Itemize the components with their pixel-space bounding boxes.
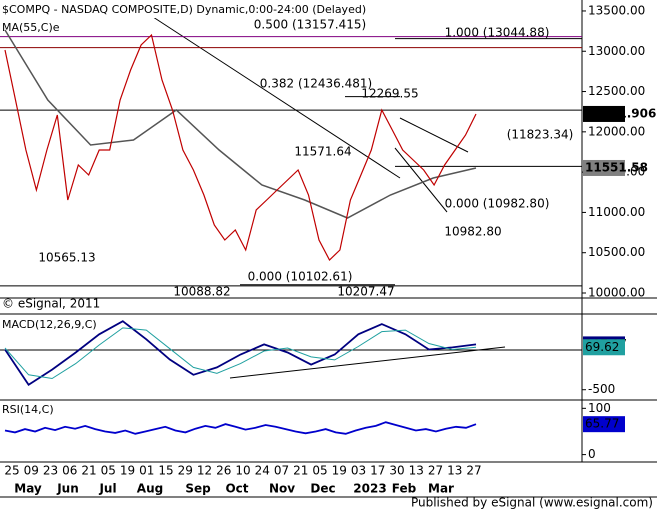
x-tick-label: 26 (216, 464, 231, 478)
month-label: Aug (137, 482, 163, 496)
annotation: 10207.47 (337, 285, 394, 299)
annotation: 0.000 (10982.80) (445, 197, 550, 211)
macd-title: MACD(12,26,9,C) (2, 318, 97, 331)
annotation: 0.500 (13157.415) (254, 18, 366, 32)
y-tick-label: 13500.00 (588, 3, 645, 17)
x-tick-label: 21 (293, 464, 308, 478)
x-tick-label: 05 (101, 464, 116, 478)
x-tick-label: 25 (4, 464, 19, 478)
annotation: 10982.80 (444, 225, 501, 239)
month-label: Dec (310, 482, 335, 496)
trend-line (399, 117, 469, 153)
x-tick-label: 17 (370, 464, 385, 478)
x-tick-label: 01 (139, 464, 154, 478)
y-tick-label: 0 (588, 447, 596, 461)
month-label: May (14, 482, 42, 496)
annotation: 0.000 (10102.61) (248, 270, 353, 284)
price-line (4, 33, 477, 261)
ma-label: MA(55,C)e (2, 21, 60, 34)
month-label: Jun (56, 482, 79, 496)
last-value-label: 69.62 (585, 340, 619, 354)
y-tick-label: 10000.00 (588, 286, 645, 300)
x-tick-label: 27 (428, 464, 443, 478)
macd-trend-line (229, 346, 506, 379)
x-tick-label: 24 (255, 464, 270, 478)
month-label: Oct (225, 482, 248, 496)
x-tick-label: 12 (197, 464, 212, 478)
month-label: Mar (428, 482, 454, 496)
x-tick-label: 27 (466, 464, 481, 478)
annotation: 12269.55 (361, 87, 418, 101)
y-tick-label: 13000.00 (588, 44, 645, 58)
x-tick-label: 13 (409, 464, 424, 478)
annotation: (11823.34) (507, 128, 574, 142)
indicator-line (4, 327, 477, 380)
month-label: Nov (269, 482, 295, 496)
month-label: 2023 (353, 482, 386, 496)
last-value-box (583, 339, 625, 356)
rsi-title: RSI(14,C) (2, 403, 54, 416)
last-value-box (583, 159, 625, 176)
annotation: 11571.64 (294, 145, 351, 159)
last-value-label: 11551.58 (585, 160, 648, 174)
y-tick-label: 12500.00 (588, 84, 645, 98)
annotation: 10088.82 (173, 285, 230, 299)
x-tick-label: 19 (120, 464, 135, 478)
ma-line (4, 29, 477, 219)
x-tick-label: 10 (235, 464, 250, 478)
footer: Published by eSignal (www.esignal.com) (411, 496, 653, 510)
x-tick-label: 06 (62, 464, 77, 478)
chart-title: $COMPQ - NASDAQ COMPOSITE,D) Dynamic,0:0… (2, 3, 366, 16)
trend-line (394, 147, 448, 213)
annotation: 0.382 (12436.481) (260, 77, 372, 91)
title-background (0, 0, 320, 18)
x-tick-label: 19 (332, 464, 347, 478)
y-tick-label: 100 (588, 401, 611, 415)
x-tick-label: 05 (312, 464, 327, 478)
indicator-line (4, 421, 477, 435)
x-tick-label: 09 (24, 464, 39, 478)
last-value-box (583, 416, 625, 433)
watermark: © eSignal, 2011 (2, 297, 100, 311)
annotation: 10565.13 (38, 251, 95, 265)
last-value-label: 65.77 (585, 417, 619, 431)
x-tick-label: 13 (447, 464, 462, 478)
month-label: Jul (98, 482, 116, 496)
annotation: 1.000 (13044.88) (445, 26, 550, 40)
y-tick-label: 11000.00 (588, 205, 645, 219)
x-tick-label: 07 (274, 464, 289, 478)
y-tick-label: 10500.00 (588, 245, 645, 259)
y-tick-label: 12000.00 (588, 124, 645, 138)
x-tick-label: 21 (81, 464, 96, 478)
x-tick-label: 23 (43, 464, 58, 478)
x-tick-label: 30 (389, 464, 404, 478)
last-value-label: 12221.9067 (585, 106, 657, 120)
trend-line (149, 14, 401, 179)
x-tick-label: 29 (178, 464, 193, 478)
x-tick-label: 03 (351, 464, 366, 478)
x-tick-label: 15 (158, 464, 173, 478)
month-label: Feb (392, 482, 417, 496)
y-tick-label: -500 (588, 382, 615, 396)
month-label: Sep (185, 482, 211, 496)
last-value-box (583, 105, 625, 122)
